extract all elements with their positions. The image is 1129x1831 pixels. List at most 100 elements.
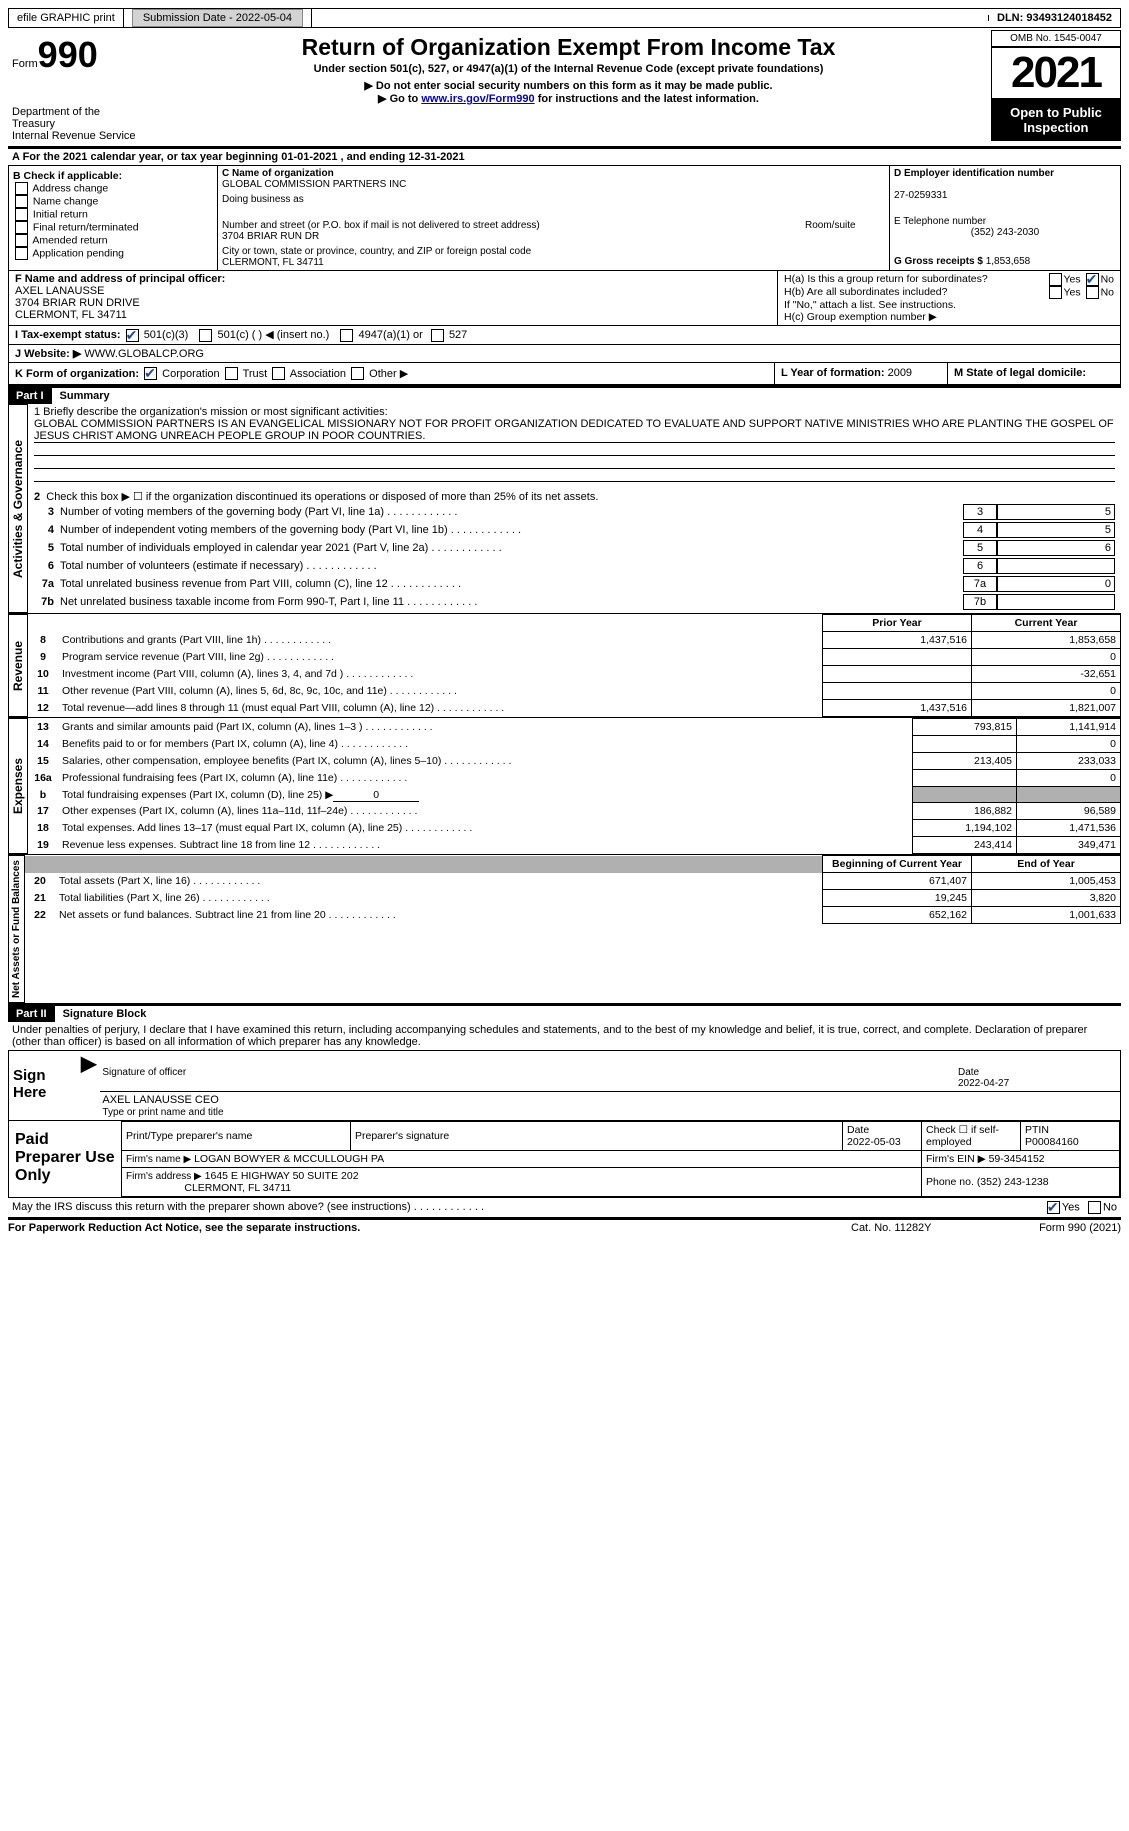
revenue-block: Revenue Prior YearCurrent Year 8Contribu… <box>8 613 1121 717</box>
checkbox-corp[interactable] <box>144 367 157 380</box>
rev-row-12: 12Total revenue—add lines 8 through 11 (… <box>28 700 1121 717</box>
line-7a: 7aTotal unrelated business revenue from … <box>34 575 1115 593</box>
netassets-block: Net Assets or Fund Balances Beginning of… <box>8 854 1121 1003</box>
exp-row-15: 15Salaries, other compensation, employee… <box>28 753 1121 770</box>
phone-label: E Telephone number <box>894 216 986 227</box>
checkbox-hb-no[interactable] <box>1086 286 1099 299</box>
submission-date-button[interactable]: Submission Date - 2022-05-04 <box>132 9 303 27</box>
sidebar-revenue: Revenue <box>8 614 28 717</box>
exp-row-17: 17Other expenses (Part IX, column (A), l… <box>28 803 1121 820</box>
inspection-badge: Open to Public Inspection <box>991 99 1121 141</box>
box-h: H(a) Is this a group return for subordin… <box>778 271 1120 325</box>
footer: For Paperwork Reduction Act Notice, see … <box>8 1220 1121 1236</box>
checkbox-irs-yes[interactable] <box>1047 1201 1060 1214</box>
box-i: I Tax-exempt status: 501(c)(3) 501(c) ( … <box>8 326 1121 345</box>
net-row-21: 21Total liabilities (Part X, line 26) 19… <box>25 890 1121 907</box>
ssn-note: ▶ Do not enter social security numbers o… <box>150 79 987 92</box>
room-label: Room/suite <box>801 218 889 244</box>
checkbox-hb-yes[interactable] <box>1049 286 1062 299</box>
ptin-value: P00084160 <box>1025 1136 1079 1148</box>
efile-label: efile GRAPHIC print <box>9 9 124 27</box>
dba-label: Doing business as <box>222 194 304 205</box>
part1-header: Part ISummary <box>8 385 1121 404</box>
firm-name: LOGAN BOWYER & MCCULLOUGH PA <box>194 1153 384 1165</box>
expenses-block: Expenses 13Grants and similar amounts pa… <box>8 717 1121 854</box>
checkbox-501c[interactable] <box>199 329 212 342</box>
org-name: GLOBAL COMMISSION PARTNERS INC <box>222 179 406 190</box>
paid-preparer-block: Paid Preparer Use Only Print/Type prepar… <box>8 1121 1121 1198</box>
prep-phone: (352) 243-1238 <box>977 1176 1049 1188</box>
checkbox-final-return[interactable] <box>15 221 28 234</box>
arrow-icon: ▶ <box>77 1051 100 1120</box>
sign-here-block: Sign Here ▶ Signature of officer Date202… <box>8 1050 1121 1121</box>
line-3: 3Number of voting members of the governi… <box>34 503 1115 521</box>
officer-group-block: F Name and address of principal officer:… <box>8 271 1121 326</box>
dln: DLN: 93493124018452 <box>989 9 1120 27</box>
firm-ein: 59-3454152 <box>989 1153 1045 1165</box>
checkbox-ha-no[interactable] <box>1086 273 1099 286</box>
dept-label: Department of the Treasury Internal Reve… <box>12 106 142 142</box>
checkbox-ha-yes[interactable] <box>1049 273 1062 286</box>
checkbox-4947[interactable] <box>340 329 353 342</box>
checkbox-name-change[interactable] <box>15 195 28 208</box>
officer-name: AXEL LANAUSSE <box>15 285 104 297</box>
may-irs-row: May the IRS discuss this return with the… <box>8 1198 1121 1220</box>
exp-row-13: 13Grants and similar amounts paid (Part … <box>28 719 1121 736</box>
line-6: 6Total number of volunteers (estimate if… <box>34 557 1115 575</box>
net-row-20: 20Total assets (Part X, line 16) 671,407… <box>25 873 1121 890</box>
line-2: 2 Check this box ▶ ☐ if the organization… <box>34 490 1115 503</box>
checkbox-501c3[interactable] <box>126 329 139 342</box>
rev-row-8: 8Contributions and grants (Part VIII, li… <box>28 632 1121 649</box>
checkbox-initial-return[interactable] <box>15 208 28 221</box>
checkbox-irs-no[interactable] <box>1088 1201 1101 1214</box>
form-number: 990 <box>38 34 98 75</box>
checkbox-trust[interactable] <box>225 367 238 380</box>
gross-label: G Gross receipts $ <box>894 256 983 267</box>
expenses-table: 13Grants and similar amounts paid (Part … <box>28 718 1121 854</box>
org-info-block: B Check if applicable: Address change Na… <box>8 165 1121 271</box>
tax-year: 2021 <box>991 47 1121 99</box>
omb-number: OMB No. 1545-0047 <box>991 30 1121 47</box>
topbar: efile GRAPHIC print Submission Date - 20… <box>8 8 1121 28</box>
rev-row-11: 11Other revenue (Part VIII, column (A), … <box>28 683 1121 700</box>
exp-row-19: 19Revenue less expenses. Subtract line 1… <box>28 837 1121 854</box>
phone-value: (352) 243-2030 <box>894 227 1116 238</box>
netassets-table: Beginning of Current YearEnd of Year 20T… <box>25 855 1121 924</box>
perjury-text: Under penalties of perjury, I declare th… <box>8 1022 1121 1050</box>
sidebar-expenses: Expenses <box>8 718 28 854</box>
year-formation: 2009 <box>888 367 912 379</box>
gross-value: 1,853,658 <box>986 256 1031 267</box>
part2-header: Part IISignature Block <box>8 1003 1121 1022</box>
period-line: A For the 2021 calendar year, or tax yea… <box>8 149 1121 165</box>
officer-sig-name: AXEL LANAUSSE CEO <box>102 1094 218 1106</box>
goto-note: ▶ Go to www.irs.gov/Form990 for instruct… <box>150 92 987 105</box>
checkbox-527[interactable] <box>431 329 444 342</box>
rev-row-9: 9Program service revenue (Part VIII, lin… <box>28 649 1121 666</box>
checkbox-amended[interactable] <box>15 234 28 247</box>
org-street: 3704 BRIAR RUN DR <box>222 231 319 242</box>
box-b: B Check if applicable: Address change Na… <box>9 166 218 270</box>
rev-row-10: 10Investment income (Part VIII, column (… <box>28 666 1121 683</box>
exp-row-b: bTotal fundraising expenses (Part IX, co… <box>28 787 1121 803</box>
net-row-22: 22Net assets or fund balances. Subtract … <box>25 907 1121 924</box>
prep-date: 2022-05-03 <box>847 1136 901 1148</box>
box-j: J Website: ▶ WWW.GLOBALCP.ORG <box>8 345 1121 363</box>
checkbox-app-pending[interactable] <box>15 247 28 260</box>
sidebar-governance: Activities & Governance <box>8 404 28 613</box>
ein-value: 27-0259331 <box>894 190 947 201</box>
form-prefix: Form <box>12 58 38 70</box>
line-5: 5Total number of individuals employed in… <box>34 539 1115 557</box>
org-city: CLERMONT, FL 34711 <box>222 257 324 268</box>
sidebar-netassets: Net Assets or Fund Balances <box>8 855 25 1003</box>
irs-link[interactable]: www.irs.gov/Form990 <box>421 93 534 105</box>
line-4: 4Number of independent voting members of… <box>34 521 1115 539</box>
ein-label: D Employer identification number <box>894 168 1054 179</box>
checkbox-address-change[interactable] <box>15 182 28 195</box>
form-header: Form990 Department of the Treasury Inter… <box>8 30 1121 149</box>
checkbox-other[interactable] <box>351 367 364 380</box>
mission-text: GLOBAL COMMISSION PARTNERS IS AN EVANGEL… <box>34 418 1115 443</box>
checkbox-assoc[interactable] <box>272 367 285 380</box>
part1-body: Activities & Governance 1 Briefly descri… <box>8 404 1121 613</box>
sig-date-value: 2022-04-27 <box>958 1078 1118 1089</box>
form-title: Return of Organization Exempt From Incom… <box>150 34 987 61</box>
